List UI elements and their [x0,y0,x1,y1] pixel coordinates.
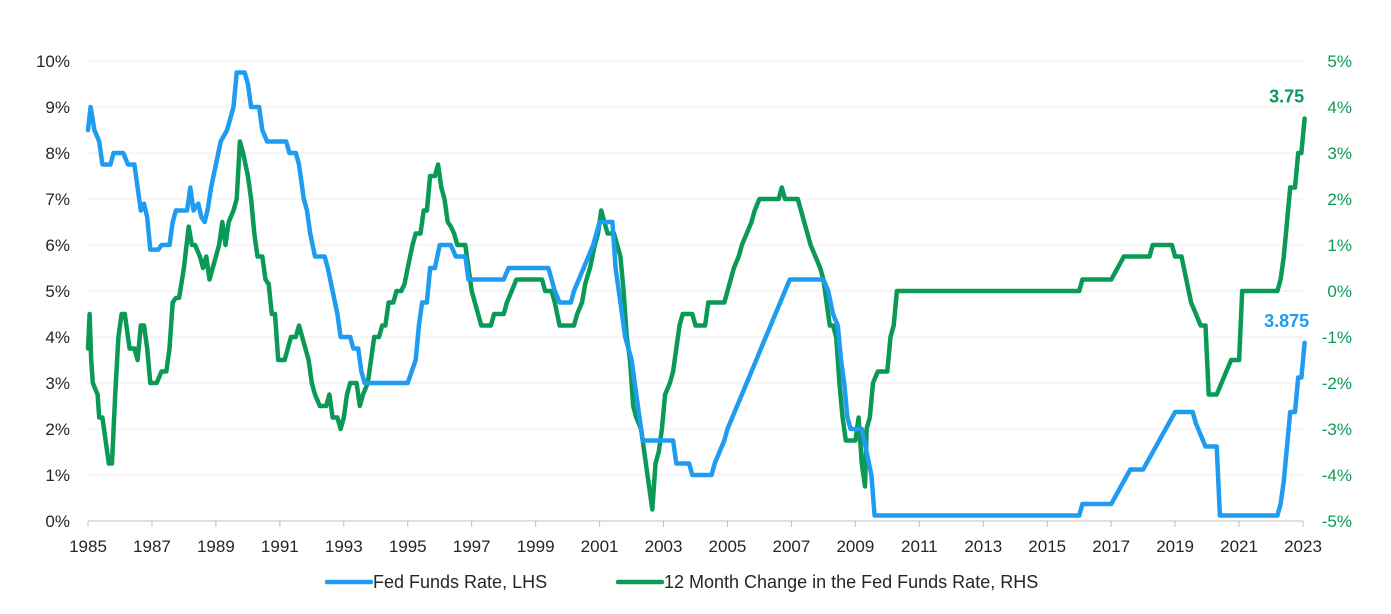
left-tick-label: 5% [45,282,70,301]
x-tick-label: 1989 [197,537,235,556]
x-tick-label: 2011 [901,537,938,556]
right-tick-label: -1% [1322,328,1352,347]
right-tick-label: 1% [1327,236,1352,255]
right-axis-ticks: -5% -4% -3% -2% -1% 0% 1% 2% 3% 4% 5% [1322,52,1352,531]
end-label-12m-change: 3.75 [1269,87,1304,107]
series-line-fed-funds [85,70,1307,518]
x-tick-label: 2023 [1284,537,1322,556]
x-tick-label: 2017 [1092,537,1130,556]
left-tick-label: 8% [45,144,70,163]
gridlines [88,60,1303,476]
x-tick-label: 2003 [645,537,683,556]
right-tick-label: 5% [1327,52,1352,71]
series-layer [85,70,1307,518]
legend-item-fed-funds: Fed Funds Rate, LHS [324,572,547,592]
right-tick-label: 2% [1327,190,1352,209]
x-tick-label: 2005 [709,537,747,556]
end-labels: 3.75 3.875 [1264,87,1309,331]
end-label-fed-funds: 3.875 [1264,311,1309,331]
x-axis: 1985 1987 1989 1991 1993 1995 1997 1999 2001 2003… [69,520,1322,556]
right-tick-label: -2% [1322,374,1352,393]
x-tick-label: 2019 [1156,537,1194,556]
right-tick-label: -4% [1322,466,1352,485]
right-tick-label: -5% [1322,512,1352,531]
x-tick-label: 1999 [517,537,555,556]
left-tick-label: 1% [45,466,70,485]
x-tick-label: 1995 [389,537,427,556]
x-tick-label: 2001 [581,537,619,556]
left-tick-label: 2% [45,420,70,439]
left-tick-label: 6% [45,236,70,255]
series-line-12m-change [85,116,1307,512]
left-tick-label: 3% [45,374,70,393]
left-tick-label: 7% [45,190,70,209]
left-tick-label: 4% [45,328,70,347]
right-tick-label: -3% [1322,420,1352,439]
x-tick-label: 2009 [836,537,874,556]
legend-label: 12 Month Change in the Fed Funds Rate, R… [664,572,1038,592]
right-tick-label: 3% [1327,144,1352,163]
left-tick-label: 10% [36,52,70,71]
right-tick-label: 0% [1327,282,1352,301]
x-tick-label: 1993 [325,537,363,556]
x-tick-label: 2021 [1220,537,1258,556]
left-tick-label: 9% [45,98,70,117]
x-tick-label: 2015 [1028,537,1066,556]
x-tick-label: 1985 [69,537,107,556]
legend-item-12m-change: 12 Month Change in the Fed Funds Rate, R… [615,572,1038,592]
legend-label: Fed Funds Rate, LHS [373,572,547,592]
legend: Fed Funds Rate, LHS 12 Month Change in th… [324,572,1038,592]
x-tick-label: 2013 [964,537,1002,556]
x-tick-label: 2007 [773,537,811,556]
x-tick-label: 1991 [261,537,299,556]
x-tick-label: 1997 [453,537,491,556]
right-tick-label: 4% [1327,98,1352,117]
left-axis-ticks: 0% 1% 2% 3% 4% 5% 6% 7% 8% 9% 10% [36,52,70,531]
x-tick-label: 1987 [133,537,171,556]
left-tick-label: 0% [45,512,70,531]
